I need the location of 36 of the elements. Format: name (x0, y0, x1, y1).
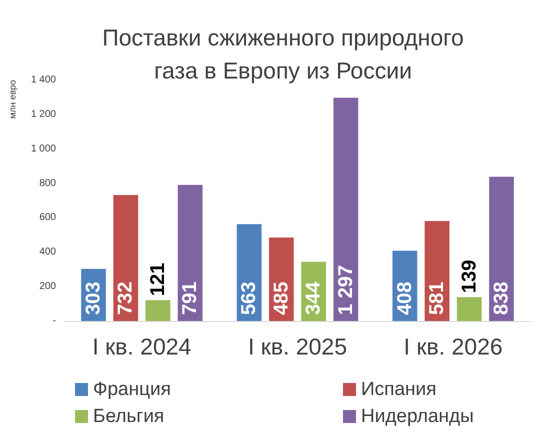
data-label: 563 (238, 282, 260, 315)
data-label: 121 (146, 262, 169, 296)
legend-label: Франция (93, 379, 171, 400)
y-tick-label: 1 400 (30, 74, 56, 86)
y-tick-label: 800 (39, 178, 56, 189)
bar (113, 194, 138, 321)
chart-title: Поставки сжиженного природного газа в Европу из России (102, 24, 464, 84)
bar (333, 98, 358, 321)
y-tick-label: - (52, 316, 56, 326)
bar (146, 300, 170, 321)
y-tick-label: 400 (39, 246, 56, 258)
y-tick-label: 600 (39, 212, 56, 224)
x-tick-label: I кв. 2026 (404, 334, 503, 360)
bar (178, 184, 203, 321)
x-tick-label: I кв. 2024 (92, 334, 192, 360)
y-tick-label: 1 000 (30, 143, 56, 154)
legend-label: Бельгия (93, 406, 164, 427)
legend-label: Нидерланды (361, 406, 474, 427)
data-label: 581 (426, 282, 448, 315)
data-label: 139 (458, 260, 480, 294)
data-label: 408 (394, 282, 416, 315)
data-label: 485 (270, 282, 292, 315)
x-tick-label: I кв. 2025 (248, 334, 348, 360)
data-label: 732 (114, 282, 137, 315)
bar (489, 176, 514, 321)
y-tick-label: 200 (39, 281, 56, 292)
data-label: 791 (179, 282, 202, 315)
data-label: 303 (82, 282, 105, 315)
data-label: 1 297 (334, 264, 357, 315)
bar (424, 220, 450, 321)
data-label: 344 (302, 280, 325, 315)
data-label: 838 (490, 282, 512, 315)
bar (456, 297, 482, 321)
y-axis-title: млн евро (8, 80, 18, 119)
legend-label: Испания (361, 379, 436, 400)
y-tick-label: 1 200 (30, 108, 56, 120)
